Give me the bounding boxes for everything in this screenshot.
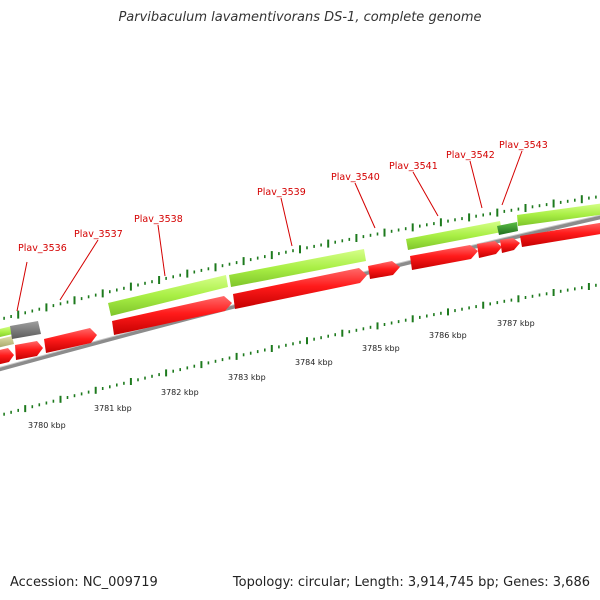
gene-labels: Plav_3536 Plav_3537 Plav_3538 Plav_3539 …: [18, 140, 548, 254]
gene-bar-plav-3538[interactable]: [108, 275, 228, 316]
gene-bar-gray: [10, 321, 41, 339]
gene-label-plav-3542[interactable]: Plav_3542: [446, 150, 495, 161]
leader-plav-3537: [59, 239, 99, 301]
cds-arrow[interactable]: [15, 341, 43, 360]
scale-label-3785: 3785 kbp: [362, 344, 400, 353]
cds-arrow[interactable]: [112, 296, 232, 335]
gene-label-plav-3540[interactable]: Plav_3540: [331, 172, 380, 183]
gene-bar-dark-green: [497, 222, 518, 235]
leader-plav-3541: [412, 171, 439, 217]
leader-plav-3540: [354, 182, 376, 229]
leader-plav-3543: [501, 150, 523, 206]
scale-labels: 3780 kbp 3781 kbp 3782 kbp 3783 kbp 3784…: [28, 319, 535, 430]
scale-label-3780: 3780 kbp: [28, 421, 66, 430]
cds-arrow[interactable]: [368, 261, 400, 279]
scale-label-3784: 3784 kbp: [295, 358, 333, 367]
gene-label-plav-3541[interactable]: Plav_3541: [389, 161, 438, 172]
gene-bar-plav-3541[interactable]: [406, 221, 502, 250]
accession-text: Accession: NC_009719: [10, 575, 158, 590]
gene-bar-lime-left: [0, 326, 13, 338]
gene-label-plav-3536[interactable]: Plav_3536: [18, 243, 67, 254]
scale-label-3783: 3783 kbp: [228, 373, 266, 382]
genome-summary-text: Topology: circular; Length: 3,914,745 bp…: [232, 575, 590, 590]
gene-bar-khaki: [0, 336, 14, 348]
map-title: Parvibaculum lavamentivorans DS-1, compl…: [118, 10, 482, 25]
upper-feature-track: [0, 203, 600, 348]
gene-label-plav-3538[interactable]: Plav_3538: [134, 214, 183, 225]
gene-bar-plav-3539[interactable]: [229, 249, 366, 287]
gene-bar-plav-3543[interactable]: [517, 203, 600, 226]
gene-leader-lines: [16, 150, 523, 312]
gene-label-plav-3543[interactable]: Plav_3543: [499, 140, 548, 151]
leader-plav-3538: [157, 224, 166, 277]
gene-label-plav-3539[interactable]: Plav_3539: [257, 187, 306, 198]
leader-plav-3539: [280, 197, 293, 247]
cds-arrow[interactable]: [233, 268, 367, 309]
scale-label-3782: 3782 kbp: [161, 388, 199, 397]
leader-plav-3536: [16, 261, 28, 312]
scale-label-3787: 3787 kbp: [497, 319, 535, 328]
cds-arrow[interactable]: [520, 222, 600, 247]
scale-tick-track: [3, 283, 597, 416]
scale-label-3786: 3786 kbp: [429, 331, 467, 340]
cds-arrow[interactable]: [477, 241, 502, 258]
cds-arrow[interactable]: [410, 245, 478, 270]
cds-track: [0, 222, 600, 365]
cds-arrow[interactable]: [0, 348, 14, 365]
leader-plav-3542: [469, 160, 483, 209]
upper-tick-track: [3, 195, 597, 320]
scale-label-3781: 3781 kbp: [94, 404, 132, 413]
cds-arrow[interactable]: [44, 328, 97, 353]
gene-label-plav-3537[interactable]: Plav_3537: [74, 229, 123, 240]
cds-arrow[interactable]: [500, 238, 520, 253]
